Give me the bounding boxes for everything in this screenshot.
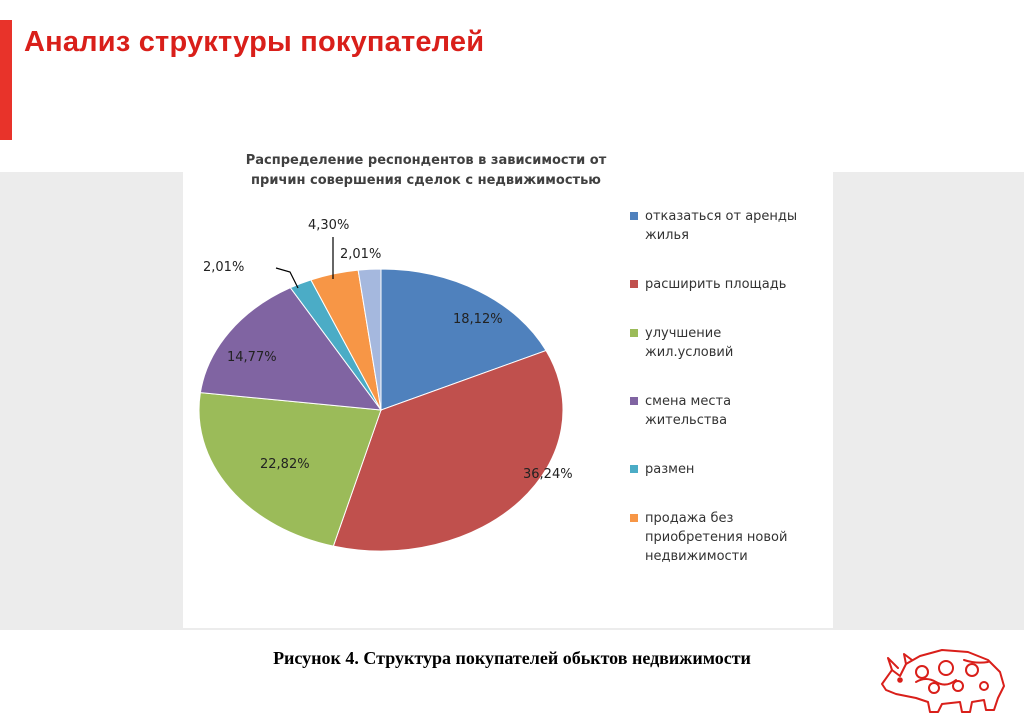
data-label: 18,12%	[453, 312, 503, 327]
data-label: 22,82%	[260, 457, 310, 472]
slide-title: Анализ структуры покупателей	[24, 26, 485, 58]
data-label: 36,24%	[523, 467, 573, 482]
legend-label: жительства	[645, 413, 727, 428]
pie-slice	[357, 268, 382, 411]
legend-swatch	[630, 280, 638, 288]
legend-swatch	[630, 465, 638, 473]
rhino-logo-icon	[881, 649, 1005, 713]
legend-swatch	[630, 329, 638, 337]
legend-label: недвижимости	[645, 549, 748, 564]
data-label: 2,01%	[340, 247, 381, 262]
leader-line	[275, 267, 299, 289]
pie-slice	[199, 287, 383, 411]
data-label: 4,30%	[308, 218, 349, 233]
legend-swatch	[630, 397, 638, 405]
pie-slice	[380, 268, 547, 411]
pie-slice	[198, 392, 382, 547]
pie-slice	[332, 349, 564, 552]
legend-label: смена места	[645, 394, 731, 409]
legend-label: жилья	[645, 228, 689, 243]
legend-label: продажа без	[645, 511, 733, 526]
legend-swatch	[630, 212, 638, 220]
legend-label: расширить площадь	[645, 277, 786, 292]
pie-chart: Распределение респондентов в зависимости…	[198, 153, 797, 564]
accent-bar	[0, 20, 12, 140]
legend-swatch	[630, 514, 638, 522]
chart-card: Распределение респондентов в зависимости…	[183, 140, 833, 628]
legend-label: жил.условий	[645, 345, 733, 360]
legend-label: отказаться от аренды	[645, 209, 797, 224]
legend-label: улучшение	[645, 326, 721, 341]
legend-label: приобретения новой	[645, 530, 787, 545]
chart-title-line: причин совершения сделок с недвижимостью	[251, 173, 601, 188]
data-label: 2,01%	[203, 260, 244, 275]
legend-label: размен	[645, 462, 694, 477]
chart-title-line: Распределение респондентов в зависимости…	[246, 153, 607, 168]
data-label: 14,77%	[227, 350, 277, 365]
figure-caption: Рисунок 4. Структура покупателей обьктов…	[273, 648, 751, 668]
